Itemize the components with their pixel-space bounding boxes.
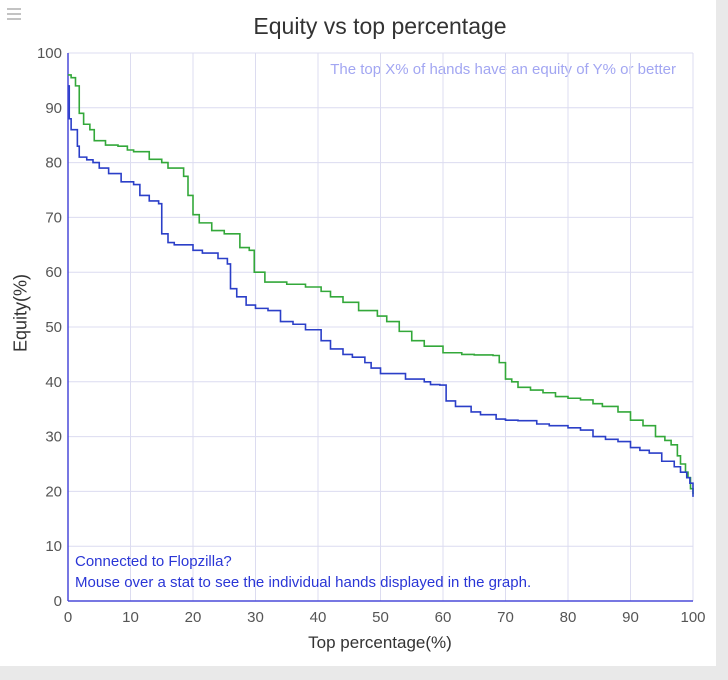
x-tick-label: 20 xyxy=(185,609,202,626)
y-tick-label: 10 xyxy=(45,538,62,555)
x-tick-label: 50 xyxy=(372,609,389,626)
chart-title: Equity vs top percentage xyxy=(253,13,507,39)
hamburger-menu-icon[interactable] xyxy=(7,8,21,20)
x-tick-label: 10 xyxy=(122,609,139,626)
series-line-green[interactable] xyxy=(68,74,694,495)
x-tick-label: 80 xyxy=(560,609,577,626)
series-lines xyxy=(68,74,694,497)
series-line-blue[interactable] xyxy=(68,85,694,497)
y-tick-label: 40 xyxy=(45,374,62,391)
y-tick-label: 20 xyxy=(45,483,62,500)
x-axis-label: Top percentage(%) xyxy=(308,633,452,652)
y-tick-label: 0 xyxy=(54,593,62,610)
y-axis-label: Equity(%) xyxy=(10,273,31,353)
flopzilla-info: Connected to Flopzilla? Mouse over a sta… xyxy=(75,551,531,593)
y-tick-label: 60 xyxy=(45,264,62,281)
x-tick-label: 60 xyxy=(435,609,452,626)
axes xyxy=(67,53,693,602)
x-tick-label: 90 xyxy=(622,609,639,626)
y-tick-label: 70 xyxy=(45,209,62,226)
chart-panel: Equity vs top percentage The top X% of h… xyxy=(0,0,716,666)
tick-labels: 0 10 20 30 40 50 60 70 80 90 100 0 10 20 30 40 50 60 70 80 9… xyxy=(37,45,706,626)
x-tick-label: 30 xyxy=(247,609,264,626)
y-tick-label: 50 xyxy=(45,319,62,336)
grid-lines xyxy=(68,52,694,601)
line-chart: 0 10 20 30 40 50 60 70 80 90 100 0 10 20 30 40 50 60 70 80 9… xyxy=(37,45,706,626)
y-tick-label: 30 xyxy=(45,429,62,446)
y-tick-label: 100 xyxy=(37,45,62,62)
x-tick-label: 100 xyxy=(680,609,705,626)
info-line-2: Mouse over a stat to see the individual … xyxy=(75,574,532,591)
x-tick-label: 40 xyxy=(310,609,327,626)
y-tick-label: 80 xyxy=(45,155,62,172)
x-tick-label: 70 xyxy=(497,609,514,626)
y-tick-label: 90 xyxy=(45,100,62,117)
info-line-1: Connected to Flopzilla? xyxy=(75,553,232,570)
x-tick-label: 0 xyxy=(64,609,72,626)
chart-subtitle: The top X% of hands have an equity of Y%… xyxy=(330,61,676,78)
